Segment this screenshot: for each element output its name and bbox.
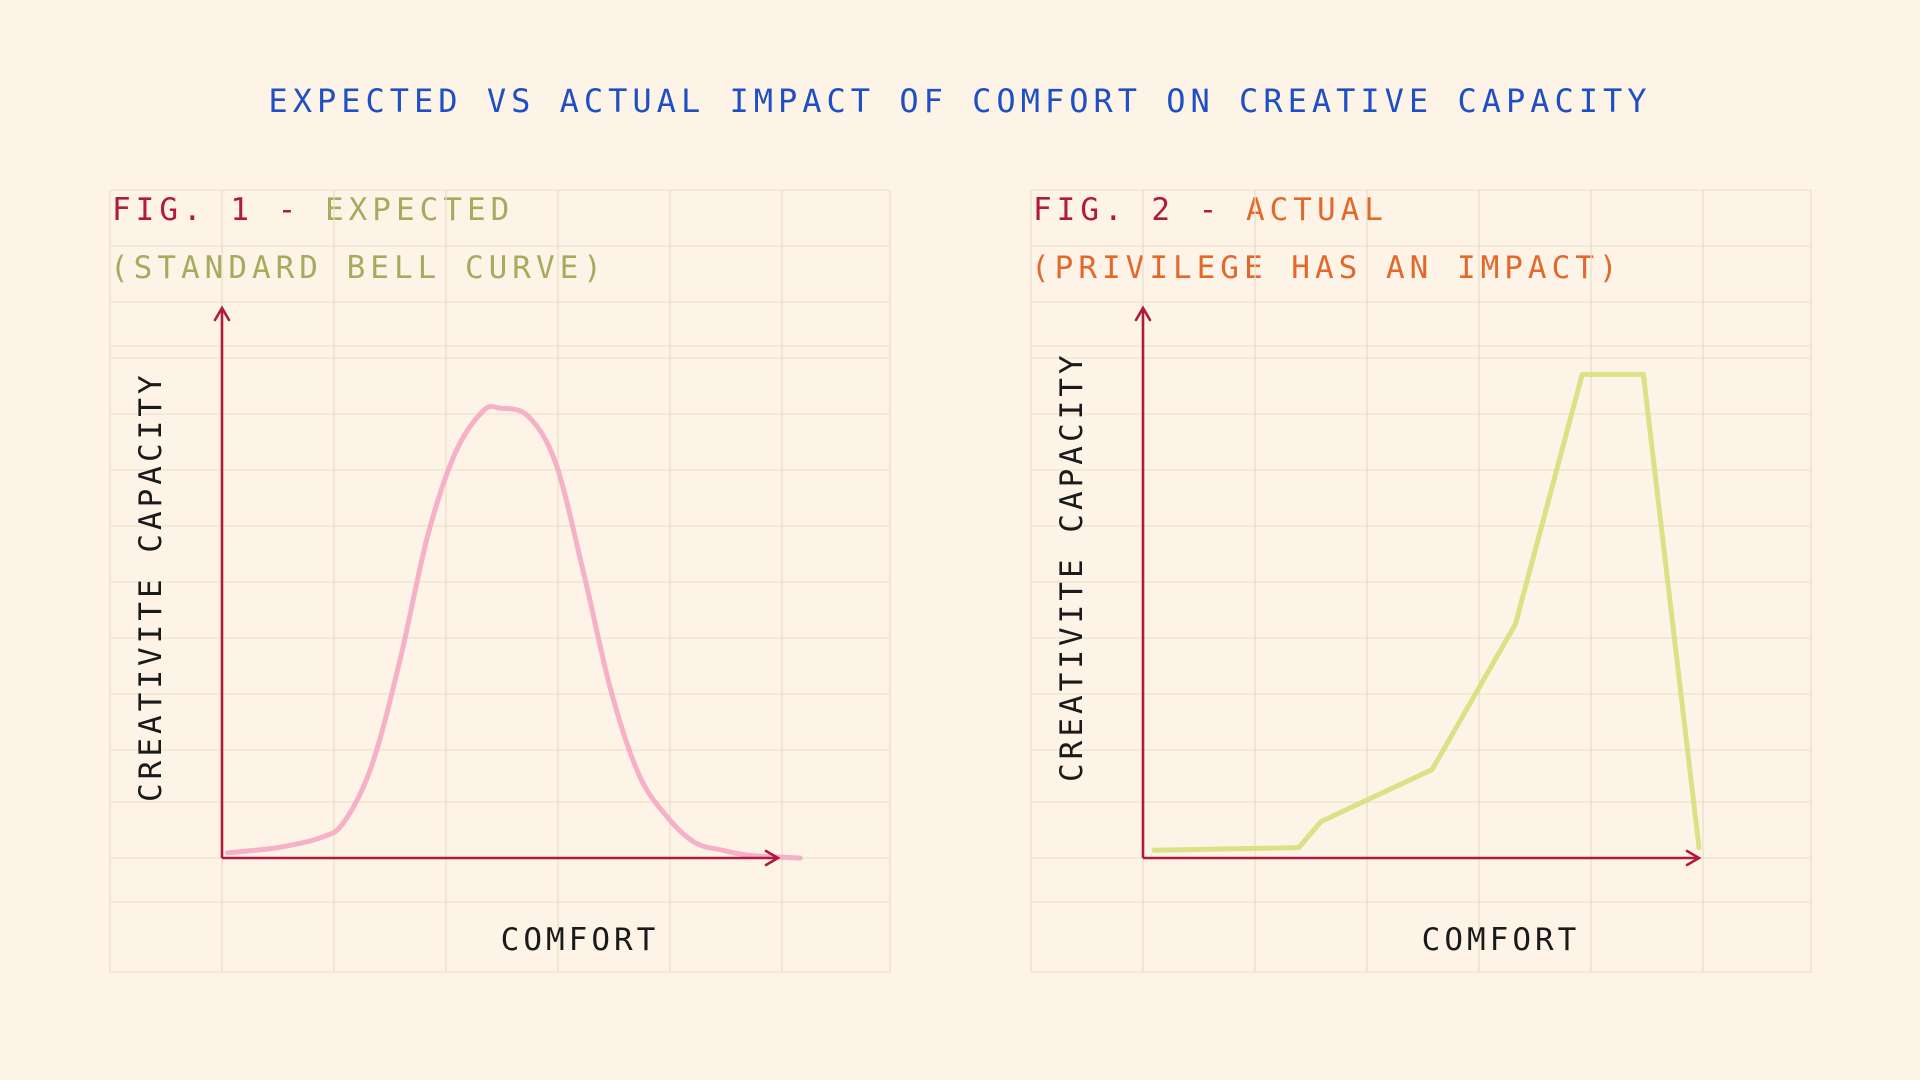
- x-axis-label: COMFORT: [500, 922, 660, 958]
- series-line-expected: [225, 403, 803, 861]
- fig-label: EXPECTED: [324, 192, 515, 228]
- fig-number: FIG. 1 -: [112, 192, 325, 228]
- chart-svg: [109, 189, 891, 973]
- page-title: EXPECTED VS ACTUAL IMPACT OF COMFORT ON …: [268, 82, 1652, 120]
- y-axis-label: CREATIVITE CAPACITY: [1054, 351, 1090, 782]
- fig-subtitle: (PRIVILEGE HAS AN IMPACT): [1031, 250, 1623, 286]
- y-axis-arrow: [213, 305, 231, 322]
- y-axis-label: CREATIVITE CAPACITY: [133, 371, 169, 802]
- fig-subtitle: (STANDARD BELL CURVE): [110, 250, 607, 286]
- axes: [1134, 305, 1702, 867]
- x-axis-arrow: [764, 849, 781, 867]
- fig-heading: FIG. 2 - ACTUAL: [1033, 190, 1388, 230]
- series-line-actual: [1151, 371, 1702, 853]
- chart-panel-expected: FIG. 1 - EXPECTED (STANDARD BELL CURVE) …: [109, 189, 891, 973]
- axes: [213, 305, 781, 867]
- y-axis-arrow: [1134, 305, 1152, 322]
- grid: [109, 189, 891, 973]
- x-axis-arrow: [1685, 849, 1702, 867]
- grid: [1030, 189, 1812, 973]
- chart-panel-actual: FIG. 2 - ACTUAL (PRIVILEGE HAS AN IMPACT…: [1030, 189, 1812, 973]
- fig-label: ACTUAL: [1245, 192, 1388, 228]
- fig-number: FIG. 2 -: [1033, 192, 1246, 228]
- fig-heading: FIG. 1 - EXPECTED: [112, 190, 514, 230]
- x-axis-label: COMFORT: [1421, 922, 1581, 958]
- chart-svg: [1030, 189, 1812, 973]
